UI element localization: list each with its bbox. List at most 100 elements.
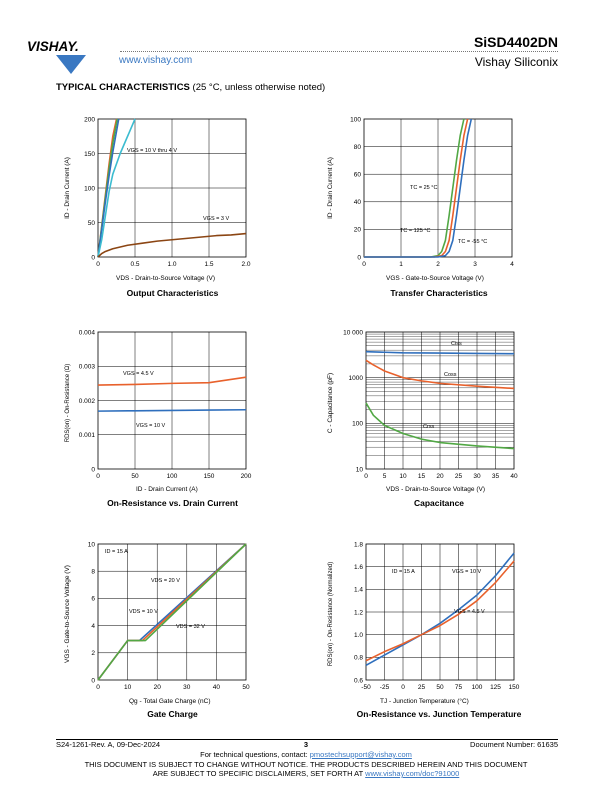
x-tick-label: 0 [96,473,100,480]
x-tick-label: 25 [418,684,426,691]
series-line-3 [97,118,136,258]
y-tick-label: 1000 [349,375,364,382]
disclaimer-link[interactable]: www.vishay.com/doc?91000 [365,769,460,778]
x-tick-label: 100 [472,684,483,691]
annotation-vgs-10: VGS = 10 V [136,423,166,429]
x-tick-label: 10 [399,473,407,480]
x-tick-label: 25 [455,473,463,480]
y-tick-label: 150 [84,151,95,158]
x-tick-label: 40 [213,684,221,691]
x-tick-label: 50 [436,684,444,691]
disclaimer-prefix: ARE SUBJECT TO SPECIFIC DISCLAIMERS, SET… [152,769,366,778]
website-link[interactable]: www.vishay.com [119,55,193,66]
x-tick-label: 2 [436,261,440,268]
x-tick-label: 0 [96,261,100,268]
y-tick-label: 4 [91,623,95,630]
series-line-1 [365,560,515,662]
annotation-tc-25: TC = 25 °C [410,185,437,191]
x-tick-label: 125 [490,684,501,691]
y-axis-label: ID - Drain Current (A) [64,157,71,219]
x-tick-label: 30 [473,473,481,480]
y-tick-label: 0.002 [79,398,96,405]
x-tick-label: 1 [399,261,403,268]
annotation-coss: Coss [444,372,457,378]
y-tick-label: 0 [91,254,95,261]
x-tick-label: 40 [510,473,518,480]
plot-area [363,118,513,258]
series-line-2 [365,402,515,450]
contact-email-link[interactable]: pmostechsupport@vishay.com [309,750,412,759]
company-name: Vishay Siliconix [474,55,558,69]
section-heading: TYPICAL CHARACTERISTICS (25 °C, unless o… [56,82,325,93]
x-tick-label: 20 [436,473,444,480]
annotation-vgs-4-5: VGS = 4.5 V [454,609,485,615]
footer-contact: For technical questions, contact: pmoste… [0,750,612,759]
header-divider [120,51,558,52]
x-tick-label: 0 [362,261,366,268]
y-tick-label: 100 [84,185,95,192]
plot-area [365,543,515,681]
x-tick-label: 35 [492,473,500,480]
vishay-logo: VISHAY. [27,39,86,74]
y-tick-label: 0.6 [354,677,363,684]
series-line-4 [97,232,247,258]
y-tick-label: 60 [354,172,362,179]
y-axis-label: C - Capacitance (pF) [327,373,334,433]
chart-rds-tj: -50 -25 0 25 50 75 100 125 150 0.6 0.8 1.0 1.2 1.4 1.6… [328,541,520,705]
y-tick-label: 0.001 [79,432,96,439]
x-tick-label: -25 [380,684,390,691]
x-tick-label: 10 [124,684,132,691]
part-number: SiSD4402DN [473,34,558,50]
y-tick-label: 50 [88,220,96,227]
footer-disclaimer-2: ARE SUBJECT TO SPECIFIC DISCLAIMERS, SET… [0,769,612,778]
x-tick-label: 0 [401,684,405,691]
x-tick-label: 150 [204,473,215,480]
chart-gate-charge-title: Gate Charge [147,709,198,719]
y-axis-label: ID - Drain Current (A) [327,157,334,219]
annotation-crss: Crss [423,424,435,430]
y-tick-label: 2 [91,650,95,657]
footer-doc-rev: S24-1261-Rev. A, 09-Dec-2024 [56,740,161,749]
annotation-vgs-10-4: VGS = 10 V thru 4 V [127,148,177,154]
logo-triangle [56,55,86,74]
x-tick-label: 3 [473,261,477,268]
chart-capacitance: 0 5 10 15 20 25 30 35 40 10 100 1000 10 000 VDS - Dr… [327,329,518,493]
annotation-tc-minus55: TC = -55 °C [458,239,487,245]
series-line-2 [97,543,247,681]
y-axis-label: RDS(on) - On-Resistance (Normalized) [328,562,334,666]
x-tick-label: 15 [418,473,426,480]
annotation-vds-10: VDS = 10 V [129,609,158,615]
contact-prefix: For technical questions, contact: [200,750,310,759]
plot-area [97,118,247,258]
y-tick-label: 0 [357,254,361,261]
chart-rds-tj-title: On-Resistance vs. Junction Temperature [356,709,522,719]
footer-doc-number: Document Number: 61635 [470,740,558,749]
x-tick-label: 1.0 [167,261,176,268]
y-tick-label: 100 [352,421,363,428]
x-tick-label: 100 [167,473,178,480]
x-tick-label: 2.0 [241,261,250,268]
annotation-tc-125: TC = 125 °C [400,228,431,234]
plot-area [365,331,515,470]
y-tick-label: 0.003 [79,364,96,371]
y-axis-label: VGS - Gate-to-Source Voltage (V) [64,565,71,663]
section-title: TYPICAL CHARACTERISTICS [56,82,190,93]
x-tick-label: 30 [183,684,191,691]
y-tick-label: 10 [356,466,364,473]
y-tick-label: 200 [84,116,95,123]
annotation-vgs-10: VGS = 10 V [452,569,482,575]
x-tick-label: 0 [96,684,100,691]
y-tick-label: 8 [91,569,95,576]
x-tick-label: 50 [242,684,250,691]
x-tick-label: 0 [364,473,368,480]
series-line-1 [365,359,515,390]
x-axis-label: Qg - Total Gate Charge (nC) [129,698,211,705]
series-line-0 [97,376,247,386]
logo-text: VISHAY. [27,39,79,54]
x-axis-label: ID - Drain Current (A) [136,486,198,493]
x-tick-label: 20 [154,684,162,691]
y-axis-label: RDS(on) - On-Resistance (Ω) [65,364,71,443]
y-tick-label: 0.8 [354,655,363,662]
y-tick-label: 40 [354,199,362,206]
